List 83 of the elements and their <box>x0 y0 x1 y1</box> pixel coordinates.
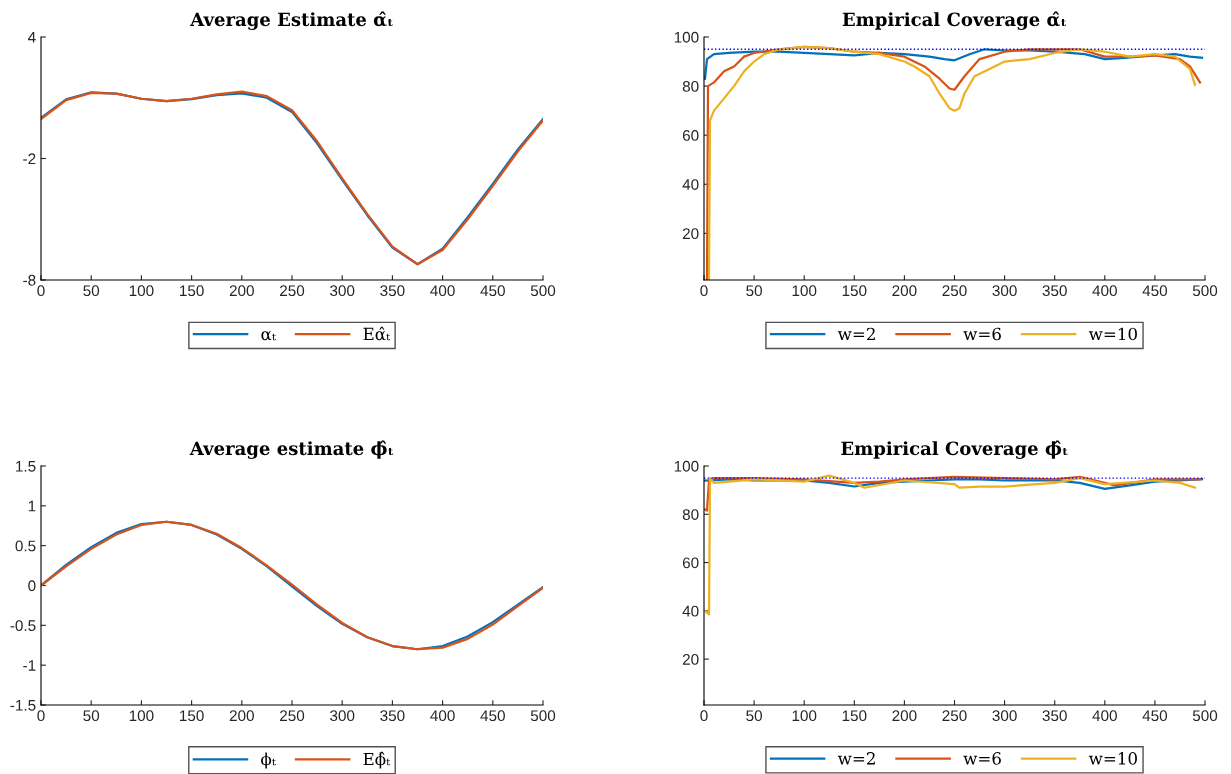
y-tick-label: -2 <box>23 153 36 165</box>
chart-title: Average estimate ϕ̂ₜ <box>189 440 394 459</box>
x-tick-label: 0 <box>37 710 45 722</box>
x-tick-label: 450 <box>1142 285 1168 297</box>
x-tick-label: 450 <box>480 710 505 722</box>
y-tick-label: 40 <box>682 605 699 617</box>
line-series <box>704 474 1197 616</box>
x-tick-label: 500 <box>1192 285 1218 297</box>
x-tick-label: 250 <box>942 710 967 722</box>
x-tick-label: 200 <box>229 285 254 297</box>
line-series <box>41 520 543 651</box>
y-tick-label: 60 <box>682 130 699 141</box>
x-tick-label: 350 <box>1042 710 1067 722</box>
x-tick-label: 0 <box>37 285 45 297</box>
legend-label: w=6 <box>963 327 1001 341</box>
y-tick-label: 0 <box>28 580 36 592</box>
y-tick-label: 1 <box>28 500 36 512</box>
y-tick-label: -8 <box>23 274 36 286</box>
x-tick-label: 100 <box>792 285 817 297</box>
line-series <box>704 48 1204 80</box>
y-tick-label: 20 <box>682 228 699 240</box>
legend-label: w=2 <box>837 327 875 341</box>
x-tick-label: 500 <box>530 710 556 722</box>
x-tick-label: 250 <box>942 285 967 297</box>
y-tick-label: -0.5 <box>10 620 36 632</box>
x-tick-label: 400 <box>1092 710 1117 722</box>
legend-label: w=10 <box>1088 327 1137 341</box>
x-tick-label: 350 <box>380 710 405 722</box>
legend-label: w=6 <box>963 752 1001 765</box>
x-tick-label: 50 <box>83 285 100 297</box>
x-tick-label: 250 <box>280 285 305 297</box>
legend-label: w=10 <box>1088 752 1137 765</box>
x-tick-label: 100 <box>792 710 817 722</box>
x-tick-label: 350 <box>1042 285 1067 297</box>
y-tick-label: 4 <box>27 32 36 43</box>
y-tick-label: 0.5 <box>15 540 36 552</box>
x-tick-label: 450 <box>480 285 505 297</box>
x-tick-label: 300 <box>330 710 355 722</box>
legend-label: ϕₜ <box>261 752 276 769</box>
x-tick-label: 500 <box>1192 710 1218 722</box>
chart-title: Average Estimate α̂ₜ <box>190 11 393 30</box>
y-tick-label: -1 <box>23 660 36 671</box>
x-tick-label: 500 <box>530 285 556 297</box>
x-tick-label: 50 <box>746 285 762 297</box>
x-tick-label: 150 <box>180 285 204 297</box>
x-tick-label: 450 <box>1142 710 1168 722</box>
x-tick-label: 100 <box>129 285 154 297</box>
legend-label: Eϕ̂ₜ <box>363 751 391 769</box>
x-tick-label: 0 <box>700 710 708 722</box>
x-tick-label: 350 <box>380 285 405 297</box>
y-tick-label: 80 <box>682 509 699 520</box>
y-tick-label: 20 <box>682 654 699 665</box>
x-tick-label: 200 <box>892 710 917 722</box>
x-tick-label: 50 <box>83 710 100 722</box>
y-tick-label: 80 <box>682 80 699 92</box>
x-tick-label: 150 <box>842 285 867 297</box>
chart-title: Empirical Coverage ϕ̂ₜ <box>841 440 1068 459</box>
y-tick-label: 1.5 <box>16 461 36 472</box>
y-tick-label: 40 <box>682 179 699 190</box>
x-tick-label: 200 <box>892 285 917 297</box>
x-tick-label: 300 <box>330 285 355 297</box>
x-tick-label: 250 <box>280 710 305 722</box>
legend-label: w=2 <box>837 752 875 765</box>
x-tick-label: 150 <box>842 710 867 722</box>
x-tick-label: 400 <box>1092 285 1117 297</box>
x-tick-label: 300 <box>992 285 1017 297</box>
line-series <box>704 478 1204 491</box>
chart-title: Empirical Coverage α̂ₜ <box>842 11 1067 30</box>
y-tick-label: 100 <box>674 460 699 472</box>
y-tick-label: -1.5 <box>10 700 36 711</box>
x-tick-label: 150 <box>180 710 204 722</box>
legend-label: αₜ <box>261 331 276 341</box>
y-tick-label: 100 <box>674 31 699 43</box>
x-tick-label: 400 <box>430 710 455 722</box>
x-tick-label: 400 <box>430 285 455 297</box>
x-tick-label: 200 <box>229 710 254 722</box>
legend-label: Eα̂ₜ <box>363 326 391 341</box>
line-series <box>704 475 1202 512</box>
x-tick-label: 300 <box>992 710 1017 722</box>
x-tick-label: 50 <box>746 710 762 722</box>
x-tick-label: 0 <box>700 285 708 297</box>
x-tick-label: 100 <box>129 710 154 722</box>
y-tick-label: 60 <box>682 557 699 569</box>
